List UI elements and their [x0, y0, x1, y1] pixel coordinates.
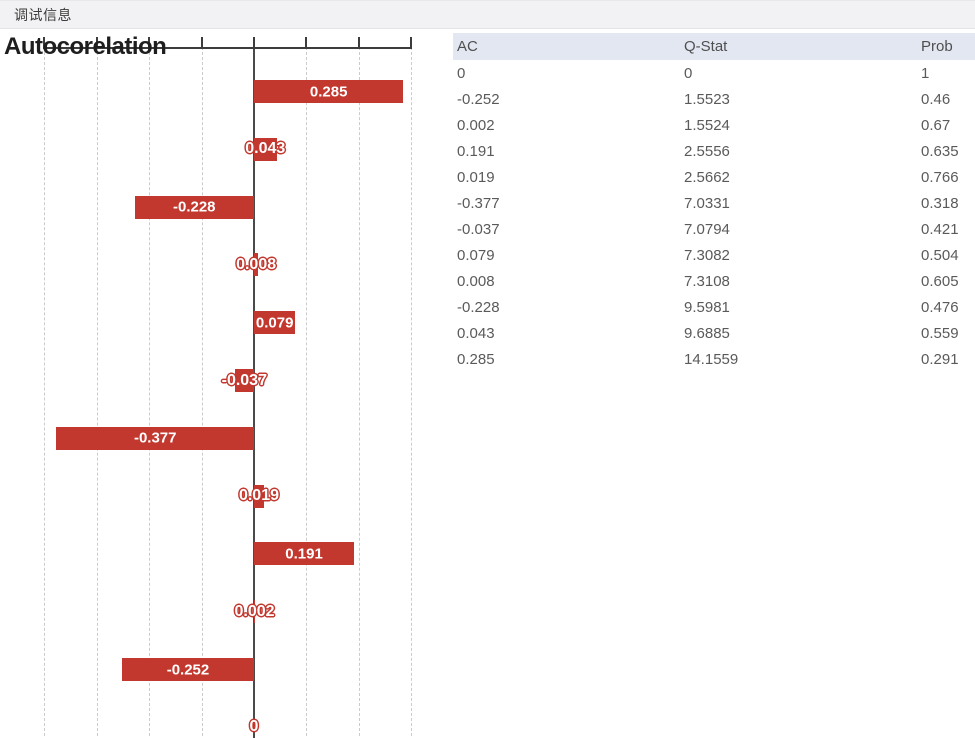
gridline [201, 47, 203, 736]
gridline [149, 47, 151, 736]
table-cell: 0.285 [457, 350, 495, 368]
axis-tick [253, 37, 255, 47]
table-row: -0.037 7.0794 0.421 [453, 216, 975, 242]
autocorrelation-bar[interactable] [254, 137, 277, 161]
table-cell: 0 [684, 64, 693, 82]
table-cell: 0.019 [457, 168, 495, 186]
autocorrelation-bar[interactable] [134, 195, 254, 219]
table-cell: 0.318 [921, 194, 959, 212]
table-cell: 0.476 [921, 298, 959, 316]
table-cell: 0.079 [457, 246, 495, 264]
autocorrelation-bar[interactable] [234, 369, 254, 392]
table-row: -0.377 7.0331 0.318 [453, 190, 975, 216]
autocorrelation-bar[interactable] [56, 426, 254, 450]
table-cell: 9.5981 [684, 298, 730, 316]
debug-info-label: 调试信息 [14, 6, 72, 23]
table-cell: -0.228 [457, 298, 500, 316]
bar-value-label: 0.008 [236, 255, 277, 273]
table-cell: 7.3108 [684, 272, 730, 290]
table-row: 0.191 2.5556 0.635 [453, 138, 975, 164]
axis-tick [95, 37, 98, 47]
column-header-qstat: Q-Stat [684, 38, 728, 55]
table-cell: 0.766 [921, 168, 959, 186]
table-cell: 9.6885 [684, 324, 730, 342]
bar-value-label: -0.377 [133, 429, 177, 447]
bar-value-label: 0.191 [285, 545, 323, 563]
table-cell: 0.46 [921, 90, 951, 108]
table-cell: 0.504 [921, 246, 959, 264]
table-row: 0.079 7.3082 0.504 [453, 242, 975, 268]
chart-title: Autocorelation [4, 33, 167, 60]
table-row: 0.285 14.1559 0.291 [453, 346, 975, 372]
table-cell: 0.421 [921, 220, 959, 238]
bar-value-label: 0.002 [234, 602, 275, 620]
bar-value-label: 0.079 [255, 314, 294, 332]
table-cell: 0.635 [921, 142, 959, 160]
table-cell: 14.1559 [684, 350, 739, 368]
table-row: 0.019 2.5662 0.766 [453, 164, 975, 190]
table-cell: 0.67 [921, 116, 951, 134]
bar-value-label: -0.228 [172, 198, 216, 216]
table-header-row: AC Q-Stat Prob [453, 33, 975, 60]
table-row: -0.252 1.5523 0.46 [453, 86, 975, 112]
table-row: 0.008 7.3108 0.605 [453, 268, 975, 294]
gridline [96, 47, 98, 736]
bar-value-label: 0 [249, 718, 259, 736]
autocorrelation-bar[interactable] [254, 542, 355, 566]
table-cell: 0.043 [457, 324, 495, 342]
table-cell: 0.559 [921, 324, 959, 342]
bar-value-label: -0.252 [166, 661, 210, 678]
table-cell: -0.252 [457, 90, 500, 108]
table-cell: 0 [457, 64, 466, 82]
table-cell: 1 [921, 64, 930, 82]
autocorrelation-bar[interactable] [254, 80, 404, 103]
gridline [411, 47, 413, 736]
table-cell: 7.3082 [684, 246, 730, 264]
table-cell: 1.5524 [684, 116, 730, 134]
axis-tick [357, 37, 360, 47]
table-cell: -0.037 [457, 220, 500, 238]
autocorrelation-chart: Autocorelation 0.285 0.043 -0.228 0.008 0.07… [0, 0, 452, 738]
bar-value-label: 0.043 [245, 140, 286, 158]
axis-tick [148, 37, 151, 47]
table-cell: 2.5556 [684, 142, 730, 160]
bar-value-label: 0.285 [309, 83, 348, 100]
table-row: -0.228 9.5981 0.476 [453, 294, 975, 320]
table-cell: 0.008 [457, 272, 495, 290]
axis-tick [410, 37, 413, 47]
table-row: 0.002 1.5524 0.67 [453, 112, 975, 138]
table-cell: 7.0794 [684, 220, 730, 238]
table-cell: 2.5662 [684, 168, 730, 186]
table-cell: 7.0331 [684, 194, 730, 212]
table-cell: 0.002 [457, 116, 495, 134]
autocorrelation-table: AC Q-Stat Prob 0 0 1 -0.252 1.5523 0.46 0.002 1… [453, 33, 975, 372]
x-axis-line [43, 47, 413, 49]
autocorrelation-bar[interactable] [254, 311, 296, 335]
table-cell: -0.377 [457, 194, 500, 212]
table-cell: 0.605 [921, 272, 959, 290]
bar-value-label: 0.019 [238, 487, 279, 505]
table-cell: 0.191 [457, 142, 495, 160]
gridline [306, 47, 308, 736]
table-body: 0 0 1 -0.252 1.5523 0.46 0.002 1.5524 0.67 0.191 2… [453, 60, 975, 372]
autocorrelation-bar[interactable] [254, 600, 256, 624]
column-header-prob: Prob [921, 38, 953, 55]
axis-tick [305, 37, 308, 47]
autocorrelation-bar[interactable] [121, 658, 254, 681]
column-header-ac: AC [457, 38, 478, 55]
autocorrelation-bar[interactable] [254, 484, 264, 508]
gridline [44, 47, 46, 736]
gridline [358, 47, 360, 736]
table-cell: 1.5523 [684, 90, 730, 108]
zero-baseline [253, 47, 255, 738]
table-row: 0.043 9.6885 0.559 [453, 320, 975, 346]
debug-info-tab[interactable]: 调试信息 [0, 0, 975, 29]
table-cell: 0.291 [921, 350, 959, 368]
autocorrelation-bar[interactable] [254, 253, 259, 277]
table-row: 0 0 1 [453, 60, 975, 86]
axis-tick [200, 37, 203, 47]
axis-tick [43, 37, 46, 47]
bar-value-label: -0.037 [221, 371, 267, 389]
